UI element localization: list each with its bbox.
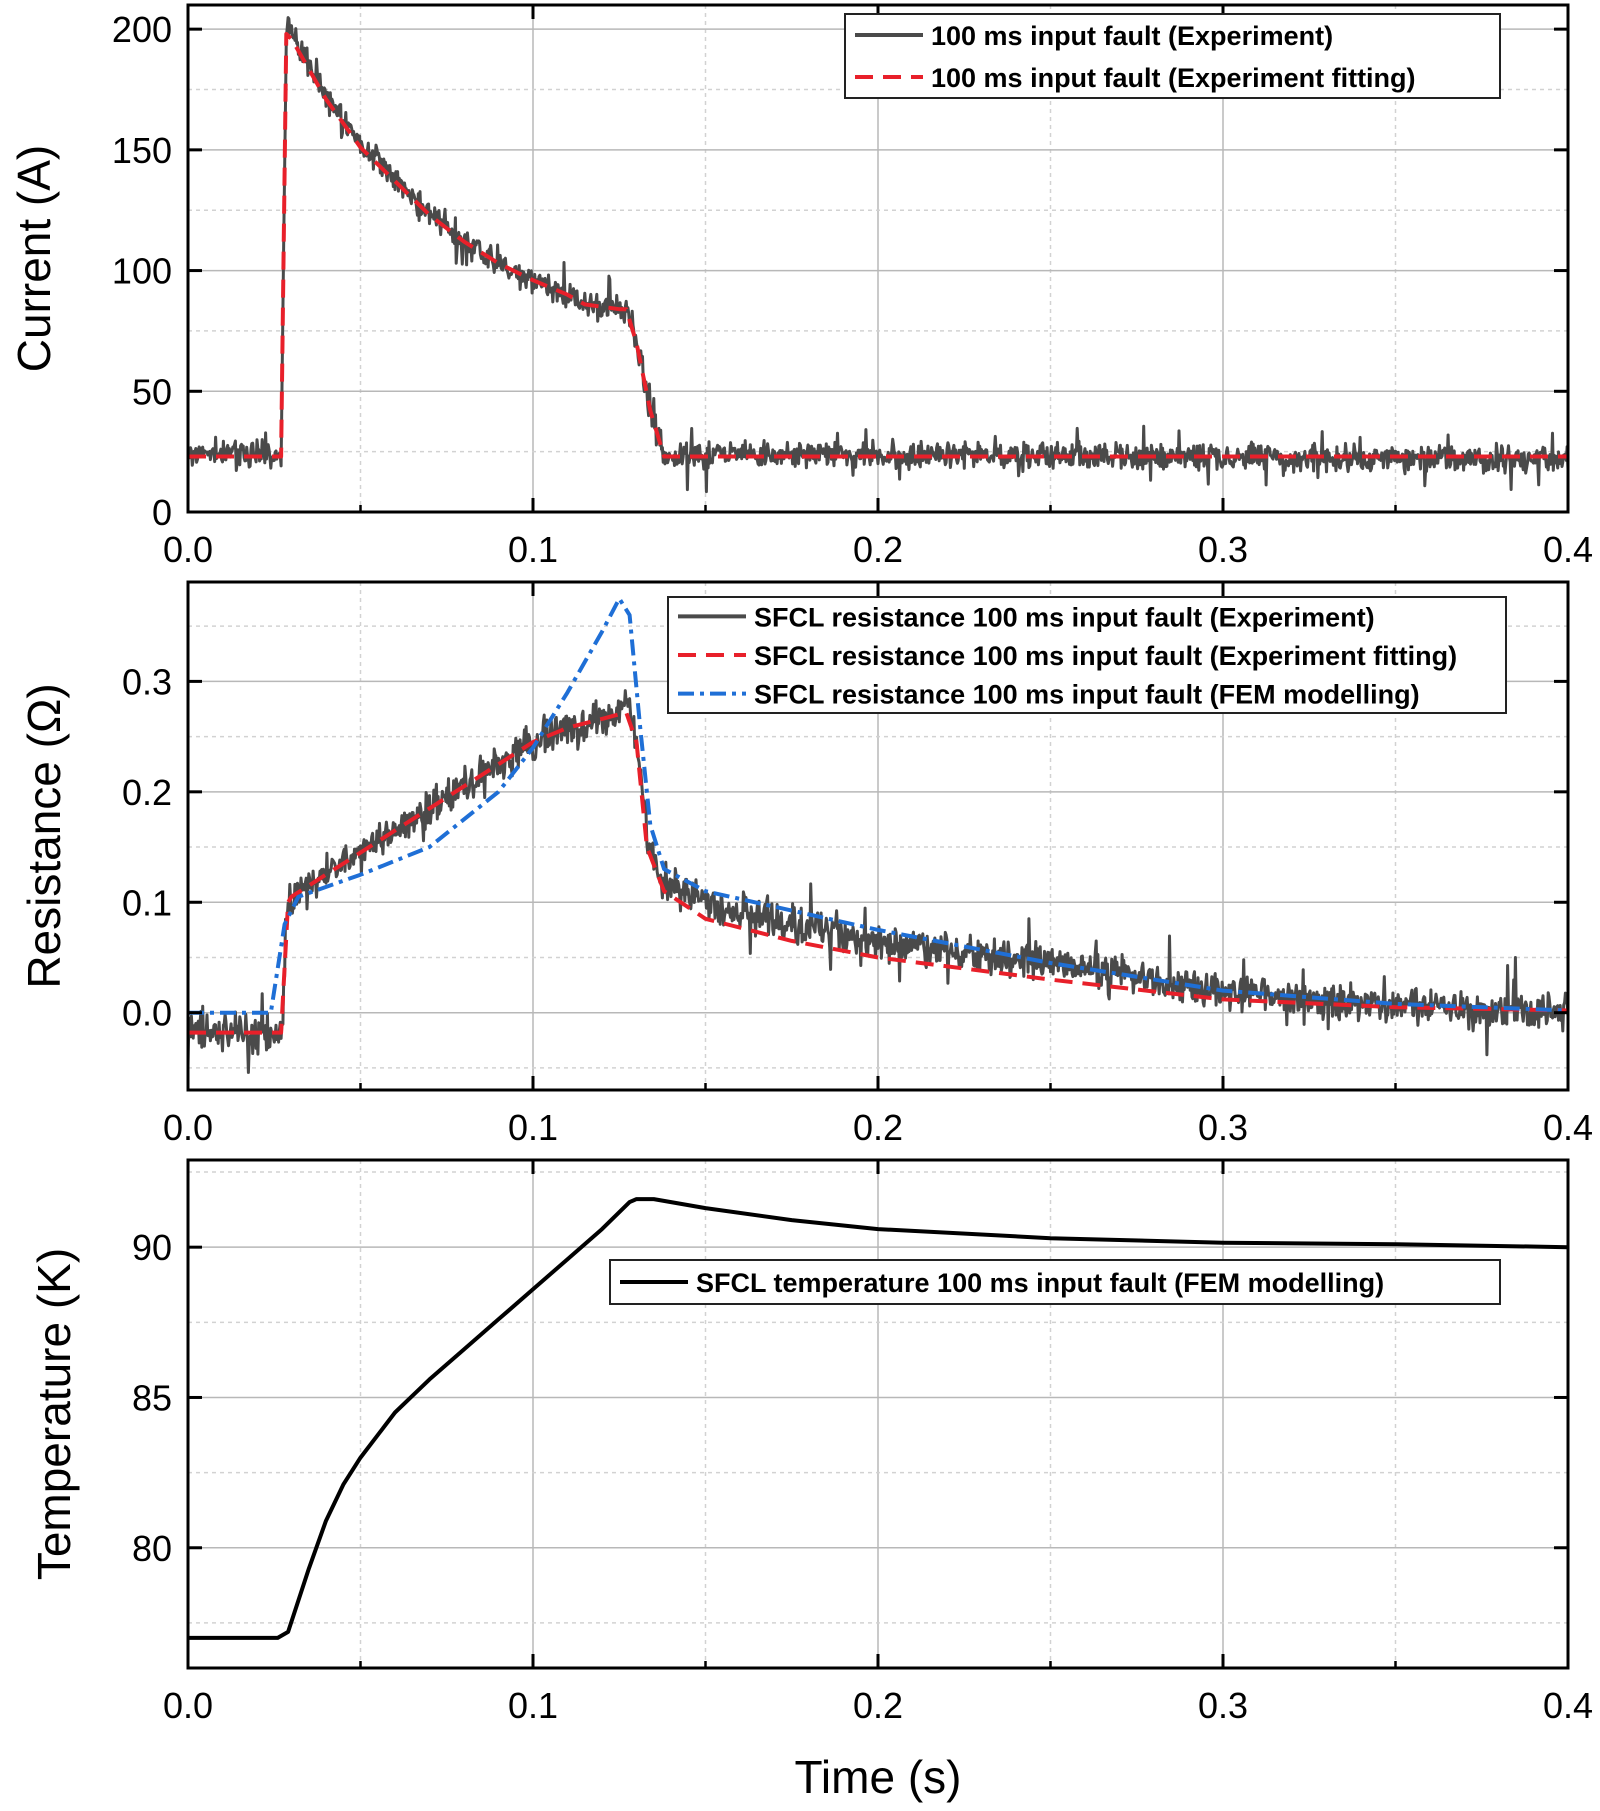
x-axis: 0.0 0.1 0.2 0.3 0.4 — [163, 582, 1593, 1148]
y-axis-title: Current (A) — [8, 145, 60, 372]
x-tick-label: 0.2 — [853, 529, 903, 570]
legend: SFCL temperature 100 ms input fault (FEM… — [609, 1259, 1501, 1305]
legend-label: SFCL resistance 100 ms input fault (FEM … — [754, 680, 1420, 710]
y-tick-label: 90 — [132, 1227, 172, 1268]
y-axis-title: Temperature (K) — [28, 1248, 80, 1580]
legend-box — [844, 13, 1501, 99]
x-axis-title: Time (s) — [795, 1751, 962, 1803]
y-tick-label: 85 — [132, 1377, 172, 1418]
temperature-panel: 0.0 0.1 0.2 0.3 0.4 80 85 90 Temperature (K) Time… — [28, 1158, 1593, 1803]
x-tick-label: 0.4 — [1543, 529, 1593, 570]
x-tick-label: 0.0 — [163, 529, 213, 570]
legend: 100 ms input fault (Experiment) 100 ms in… — [844, 13, 1501, 99]
x-tick-label: 0.1 — [508, 1685, 558, 1726]
series-line — [188, 1197, 1569, 1640]
legend-box — [667, 596, 1507, 714]
x-tick-label: 0.2 — [853, 1685, 903, 1726]
resistance-panel: 0.0 0.1 0.2 0.3 0.4 0.0 0.1 0.2 0.3 Resistance (Ω… — [18, 580, 1593, 1148]
series-line — [186, 16, 1570, 494]
x-axis: 0.0 0.1 0.2 0.3 0.4 — [163, 5, 1593, 570]
x-tick-label: 0.0 — [163, 1107, 213, 1148]
x-tick-label: 0.1 — [508, 1107, 558, 1148]
y-tick-label: 0.3 — [122, 661, 172, 702]
series-2 — [188, 710, 1569, 1035]
legend-label: 100 ms input fault (Experiment fitting) — [931, 63, 1416, 93]
y-axis: 0 50 100 150 200 — [112, 9, 1568, 533]
x-tick-label: 0.3 — [1198, 529, 1248, 570]
x-tick-label: 0.0 — [163, 1685, 213, 1726]
series-1 — [186, 16, 1570, 494]
x-tick-label: 0.2 — [853, 1107, 903, 1148]
y-tick-label: 50 — [132, 371, 172, 412]
series-line — [188, 710, 1569, 1035]
series-line — [188, 596, 1569, 1015]
y-tick-label: 0.0 — [122, 993, 172, 1034]
legend-label: 100 ms input fault (Experiment) — [931, 21, 1333, 51]
legend: SFCL resistance 100 ms input fault (Expe… — [667, 596, 1507, 714]
legend-label: SFCL resistance 100 ms input fault (Expe… — [754, 641, 1457, 671]
y-tick-label: 80 — [132, 1528, 172, 1569]
y-axis-title: Resistance (Ω) — [18, 683, 70, 988]
x-tick-label: 0.1 — [508, 529, 558, 570]
y-tick-label: 0.1 — [122, 882, 172, 923]
y-axis: 80 85 90 — [132, 1227, 1568, 1569]
legend-label: SFCL temperature 100 ms input fault (FEM… — [696, 1268, 1384, 1298]
x-tick-label: 0.3 — [1198, 1107, 1248, 1148]
legend-box — [609, 1259, 1501, 1305]
series-3 — [188, 596, 1569, 1015]
y-axis: 0.0 0.1 0.2 0.3 — [122, 661, 1568, 1034]
y-tick-label: 150 — [112, 130, 172, 171]
x-axis: 0.0 0.1 0.2 0.3 0.4 — [163, 1160, 1593, 1726]
x-tick-label: 0.4 — [1543, 1107, 1593, 1148]
x-tick-label: 0.4 — [1543, 1685, 1593, 1726]
y-tick-label: 200 — [112, 9, 172, 50]
series-1 — [188, 1197, 1569, 1640]
y-tick-label: 0 — [152, 492, 172, 533]
legend-label: SFCL resistance 100 ms input fault (Expe… — [754, 602, 1375, 632]
y-tick-label: 0.2 — [122, 772, 172, 813]
x-tick-label: 0.3 — [1198, 1685, 1248, 1726]
y-tick-label: 100 — [112, 251, 172, 292]
current-panel: 0.0 0.1 0.2 0.3 0.4 0 50 100 150 200 Current (A) 10… — [8, 3, 1593, 570]
